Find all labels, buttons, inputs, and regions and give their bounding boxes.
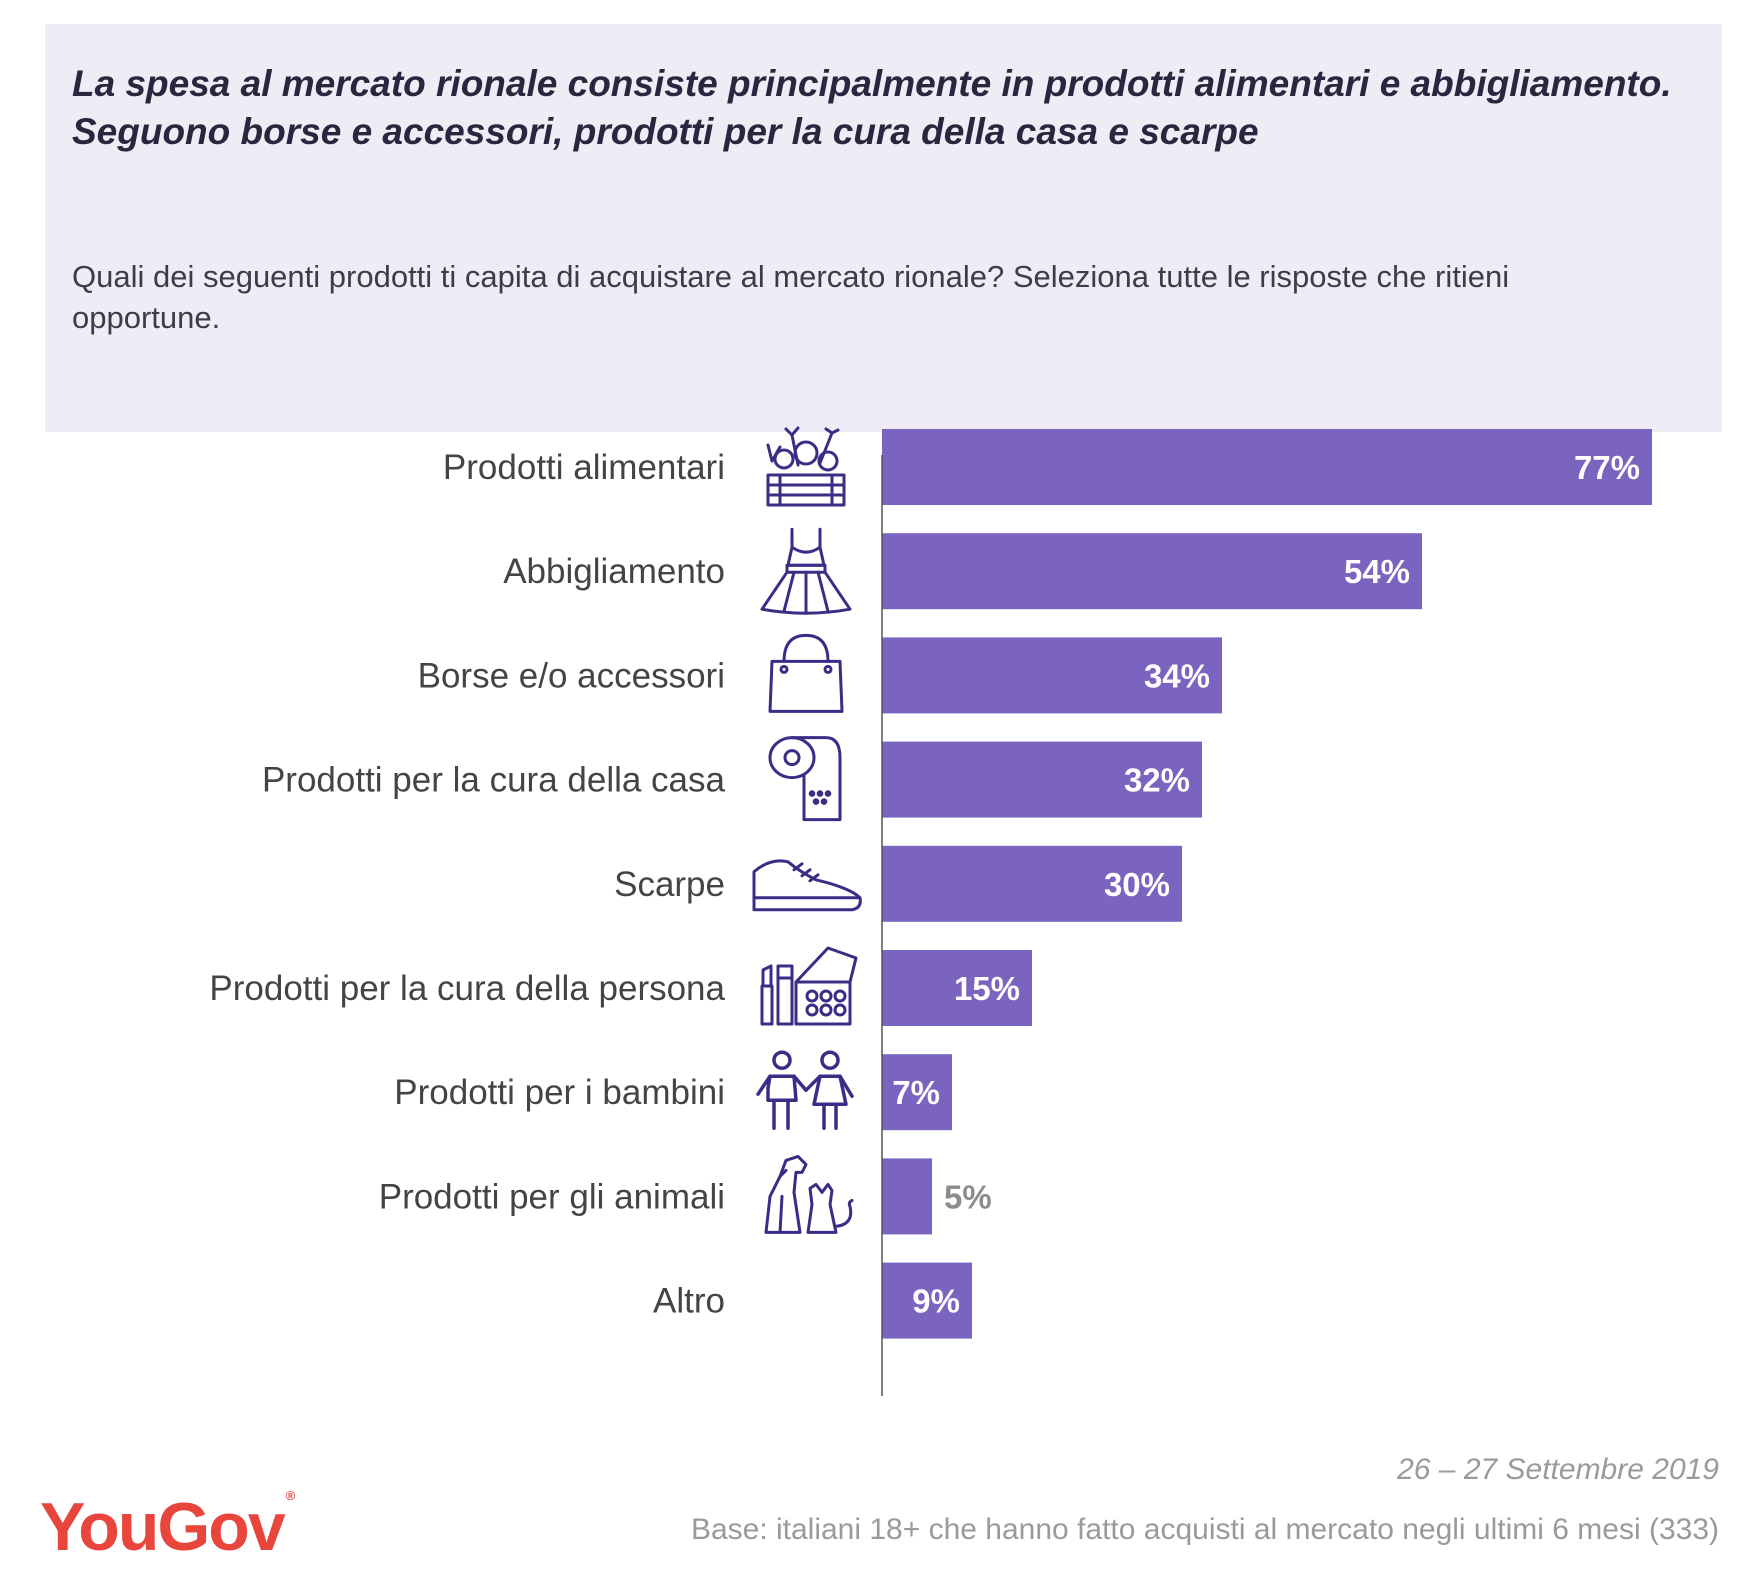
category-label: Prodotti alimentari xyxy=(443,448,725,487)
toilet-paper-icon xyxy=(768,736,842,822)
chart-plot-area: Prodotti alimentari 77% Abbigliamento 54% Bo… xyxy=(209,426,1652,1396)
survey-base-note: Base: italiani 18+ che hanno fatto acqui… xyxy=(690,1513,1719,1546)
bar xyxy=(882,1054,952,1131)
category-label: Altro xyxy=(653,1282,725,1321)
value-label: 7% xyxy=(892,1074,940,1111)
header-panel xyxy=(45,24,1722,432)
value-label: 54% xyxy=(1344,553,1410,590)
value-label: 77% xyxy=(1574,449,1640,486)
category-label: Prodotti per gli animali xyxy=(379,1177,725,1216)
chart-headline: La spesa al mercato rionale consiste pri… xyxy=(72,63,1672,152)
category-label: Prodotti per la cura della casa xyxy=(262,761,726,800)
registered-mark: ® xyxy=(285,1488,295,1503)
children-icon xyxy=(756,1050,854,1130)
makeup-icon xyxy=(760,946,858,1026)
category-label: Scarpe xyxy=(614,865,725,904)
bar xyxy=(882,845,1182,922)
bar-chart: Prodotti alimentari 77% Abbigliamento 54% Bo… xyxy=(209,426,1652,1396)
value-label: 15% xyxy=(954,970,1020,1007)
survey-date: 26 – 27 Settembre 2019 xyxy=(1397,1453,1719,1486)
category-label: Prodotti per i bambini xyxy=(394,1073,725,1112)
logo-text: YouGov xyxy=(40,1489,286,1565)
bar xyxy=(882,1158,932,1235)
value-label: 5% xyxy=(944,1178,992,1215)
survey-question: Quali dei seguenti prodotti ti capita di… xyxy=(72,259,1510,335)
bar xyxy=(882,1262,972,1339)
vegetable-crate-icon xyxy=(766,426,846,507)
handbag-icon xyxy=(768,633,844,713)
sneaker-icon xyxy=(752,859,862,912)
value-label: 30% xyxy=(1104,866,1170,903)
value-label: 32% xyxy=(1124,762,1190,799)
bar xyxy=(882,950,1032,1026)
bar xyxy=(882,429,1652,505)
category-label: Prodotti per la cura della persona xyxy=(209,969,725,1008)
bar xyxy=(882,637,1222,714)
category-label: Abbigliamento xyxy=(503,552,725,591)
yougov-logo: YouGov ® xyxy=(40,1488,295,1566)
bar xyxy=(882,741,1202,818)
category-label: Borse e/o accessori xyxy=(418,656,725,695)
dress-icon xyxy=(760,527,852,615)
value-label: 34% xyxy=(1144,657,1210,694)
bar xyxy=(882,533,1422,610)
pets-icon xyxy=(764,1154,854,1234)
value-label: 9% xyxy=(912,1283,960,1320)
